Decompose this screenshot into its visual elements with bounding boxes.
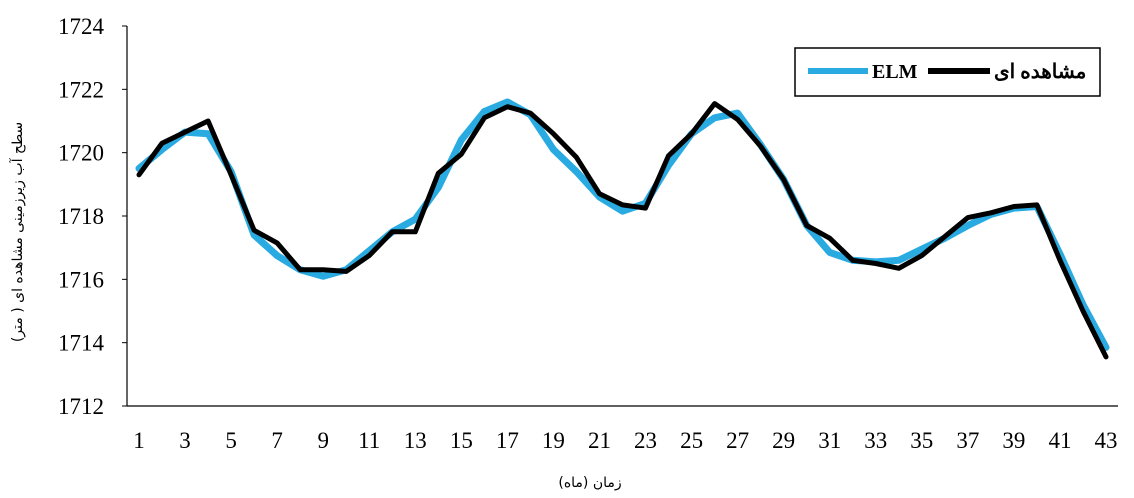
legend-label-elm: ELM [872, 61, 918, 83]
x-tick-label: 17 [496, 428, 519, 453]
x-tick-label: 31 [818, 428, 841, 453]
x-tick-label: 25 [680, 428, 703, 453]
y-axis-title: سطح آب زیرزمینی مشاهده ای ( متر) [9, 122, 26, 342]
y-tick-labels: 1712 1714 1716 1718 1720 1722 1724 [58, 14, 105, 419]
x-tick-label: 23 [634, 428, 657, 453]
x-tick-label: 1 [133, 428, 145, 453]
x-tick-label: 27 [726, 428, 749, 453]
x-tick-labels: 1 3 5 7 9 11 13 15 17 19 21 23 25 27 29 31 33 35 37 39 41 43 [133, 428, 1117, 453]
legend-label-observed: مشاهده ای [994, 61, 1086, 83]
x-tick-label: 13 [404, 428, 427, 453]
x-tick-label: 29 [772, 428, 795, 453]
series-line-observed [136, 101, 1109, 360]
x-tick-label: 3 [179, 428, 191, 453]
y-tick-label: 1720 [58, 141, 104, 166]
y-tick-label: 1714 [58, 331, 105, 356]
x-tick-label: 11 [358, 428, 380, 453]
x-tick-label: 5 [225, 428, 237, 453]
x-tick-label: 7 [271, 428, 283, 453]
x-tick-label: 37 [956, 428, 979, 453]
legend: ELM مشاهده ای [794, 47, 1101, 97]
y-tick-label: 1722 [58, 77, 104, 102]
y-tick-label: 1716 [58, 267, 104, 292]
x-axis-title: زمان (ماه) [558, 475, 621, 491]
x-tick-label: 15 [450, 428, 473, 453]
y-tick-label: 1724 [58, 14, 105, 39]
x-tick-label: 9 [317, 428, 329, 453]
y-tick-label: 1712 [58, 394, 104, 419]
x-tick-label: 21 [588, 428, 611, 453]
x-tick-label: 19 [542, 428, 565, 453]
y-tick-label: 1718 [58, 204, 104, 229]
chart-axes [122, 25, 1118, 407]
x-tick-label: 39 [1002, 428, 1025, 453]
x-tick-label: 35 [910, 428, 933, 453]
series-lines [135, 98, 1110, 360]
x-tick-label: 33 [864, 428, 887, 453]
x-tick-label: 41 [1048, 428, 1071, 453]
x-tick-label: 43 [1095, 428, 1118, 453]
